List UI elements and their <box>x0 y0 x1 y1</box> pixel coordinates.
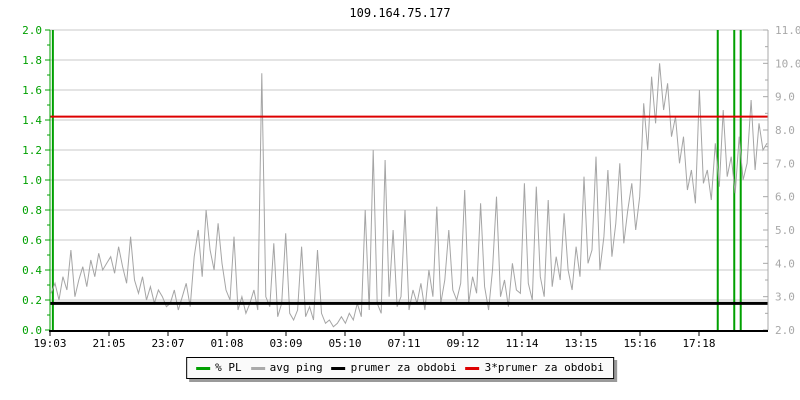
left-axis-tick-label: 1.8 <box>22 54 42 67</box>
x-axis-tick-label: 05:10 <box>328 337 361 350</box>
x-axis-tick-label: 15:16 <box>623 337 656 350</box>
left-axis-tick-label: 1.6 <box>22 84 42 97</box>
x-axis-tick-label: 21:05 <box>92 337 125 350</box>
x-axis-tick-label: 19:03 <box>33 337 66 350</box>
right-axis-tick-label: 9.0 <box>775 91 795 104</box>
right-axis-tick-label: 7.0 <box>775 157 795 170</box>
legend-entry-pl: % PL <box>196 361 242 375</box>
right-axis-tick-label: 6.0 <box>775 191 795 204</box>
avg-ping-color-swatch <box>250 366 265 370</box>
legend-entry-avg-ping: avg ping <box>250 361 323 375</box>
legend-label-avg-ping: avg ping <box>269 361 323 374</box>
avg-period-color-swatch <box>331 366 346 370</box>
x-axis-tick-label: 13:15 <box>564 337 597 350</box>
right-axis-tick-label: 5.0 <box>775 224 795 237</box>
right-axis-tick-label: 3.0 <box>775 291 795 304</box>
x-axis-tick-label: 17:18 <box>682 337 715 350</box>
right-axis-tick-label: 8.0 <box>775 124 795 137</box>
x-axis-tick-label: 07:11 <box>387 337 420 350</box>
right-axis-tick-label: 2.0 <box>775 324 795 337</box>
left-axis-tick-label: 0.0 <box>22 324 42 337</box>
pl-color-swatch <box>196 366 211 370</box>
x-axis-tick-label: 03:09 <box>269 337 302 350</box>
legend-label-avg-period: prumer za obdobi <box>350 361 457 374</box>
x-axis-tick-label: 01:08 <box>210 337 243 350</box>
legend-label-pl: % PL <box>215 361 242 374</box>
legend-entry-avg-period: prumer za obdobi <box>331 361 457 375</box>
left-axis-tick-label: 0.6 <box>22 234 42 247</box>
x-axis-tick-label: 09:12 <box>446 337 479 350</box>
x-axis-tick-label: 23:07 <box>151 337 184 350</box>
right-axis-tick-label: 4.0 <box>775 257 795 270</box>
threex-avg-period-color-swatch <box>465 366 480 370</box>
chart-title: 109.164.75.177 <box>349 6 451 20</box>
right-axis-tick-label: 10.0 <box>775 57 800 70</box>
left-axis-tick-label: 0.8 <box>22 204 42 217</box>
legend-label-3x-avg-period: 3*prumer za obdobi <box>484 361 604 374</box>
legend: % PL avg ping prumer za obdobi 3*prumer … <box>186 357 614 379</box>
left-axis-tick-label: 1.0 <box>22 174 42 187</box>
left-axis-tick-label: 0.4 <box>22 264 42 277</box>
left-axis-tick-label: 2.0 <box>22 24 42 37</box>
left-axis-tick-label: 1.2 <box>22 144 42 157</box>
left-axis-tick-label: 1.4 <box>22 114 42 127</box>
x-axis-tick-label: 11:14 <box>505 337 538 350</box>
left-axis-tick-label: 0.2 <box>22 294 42 307</box>
right-axis-tick-label: 11.0 <box>775 24 800 37</box>
avg-ping-line <box>50 63 768 328</box>
legend-entry-3x-avg-period: 3*prumer za obdobi <box>465 361 604 375</box>
